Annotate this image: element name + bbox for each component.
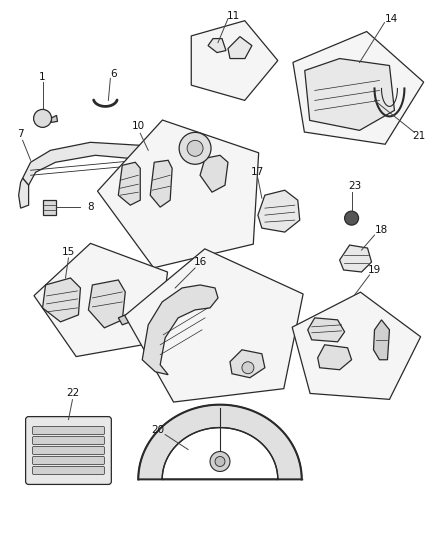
Text: 10: 10: [131, 122, 145, 131]
Polygon shape: [230, 350, 264, 378]
Circle shape: [215, 456, 224, 466]
Polygon shape: [50, 116, 57, 123]
Text: 1: 1: [39, 72, 46, 83]
Polygon shape: [138, 405, 301, 480]
Polygon shape: [292, 292, 420, 399]
Circle shape: [179, 132, 211, 164]
Text: 17: 17: [251, 167, 264, 177]
Polygon shape: [227, 37, 251, 59]
Text: 14: 14: [384, 14, 397, 23]
Polygon shape: [191, 21, 277, 100]
Text: 15: 15: [62, 247, 75, 257]
Text: 7: 7: [17, 130, 24, 139]
Polygon shape: [97, 120, 258, 268]
Polygon shape: [339, 245, 371, 272]
FancyBboxPatch shape: [25, 417, 111, 484]
Polygon shape: [304, 59, 394, 131]
Text: 8: 8: [87, 202, 93, 212]
Text: 11: 11: [226, 11, 239, 21]
Text: 21: 21: [412, 131, 425, 141]
Polygon shape: [257, 190, 299, 232]
Polygon shape: [317, 345, 351, 370]
Text: 19: 19: [367, 265, 380, 275]
Text: 20: 20: [151, 425, 164, 434]
Polygon shape: [42, 200, 55, 215]
FancyBboxPatch shape: [32, 456, 104, 464]
Polygon shape: [42, 278, 80, 322]
Polygon shape: [150, 160, 172, 207]
Polygon shape: [34, 244, 167, 357]
Text: 18: 18: [374, 225, 387, 235]
Polygon shape: [23, 142, 168, 185]
Polygon shape: [118, 162, 140, 205]
Polygon shape: [28, 419, 108, 481]
Circle shape: [241, 362, 253, 374]
Polygon shape: [292, 31, 423, 144]
Polygon shape: [200, 155, 227, 192]
Polygon shape: [18, 178, 28, 208]
Circle shape: [344, 211, 358, 225]
Polygon shape: [88, 280, 125, 328]
Polygon shape: [307, 318, 344, 342]
Circle shape: [187, 140, 203, 156]
Circle shape: [209, 451, 230, 472]
Polygon shape: [208, 38, 226, 53]
Text: 23: 23: [347, 181, 360, 191]
FancyBboxPatch shape: [32, 426, 104, 434]
FancyBboxPatch shape: [32, 466, 104, 474]
Text: 16: 16: [193, 257, 206, 267]
FancyBboxPatch shape: [32, 447, 104, 455]
Polygon shape: [118, 315, 130, 325]
FancyBboxPatch shape: [32, 437, 104, 445]
Polygon shape: [142, 285, 218, 375]
Polygon shape: [373, 320, 389, 360]
Text: 22: 22: [66, 387, 79, 398]
Text: 6: 6: [110, 69, 117, 78]
Polygon shape: [124, 249, 302, 402]
Circle shape: [34, 109, 51, 127]
